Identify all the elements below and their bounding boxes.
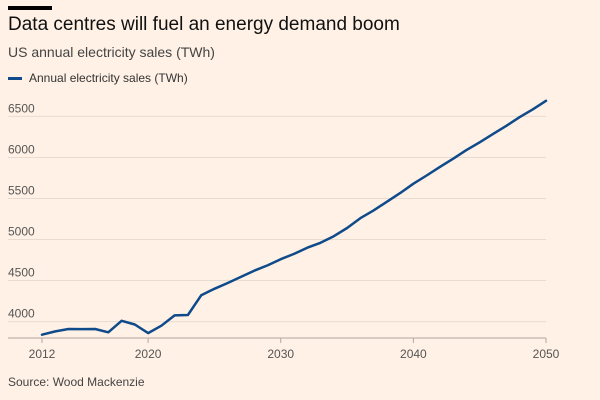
legend: Annual electricity sales (TWh) — [8, 71, 188, 85]
y-tick-label: 6000 — [8, 142, 35, 156]
y-tick-label: 5000 — [8, 225, 35, 239]
y-tick-label: 5500 — [8, 183, 35, 197]
y-tick-label: 4000 — [8, 307, 35, 321]
x-tick-label: 2040 — [400, 347, 427, 361]
series — [40, 99, 548, 336]
x-tick-label: 2030 — [267, 347, 294, 361]
x-tick-label: 2012 — [29, 347, 56, 361]
legend-label: Annual electricity sales (TWh) — [29, 71, 188, 85]
y-tick-label: 4500 — [8, 266, 35, 280]
x-tick-label: 2050 — [533, 347, 560, 361]
x-tick-label: 2020 — [135, 347, 162, 361]
legend-swatch — [8, 76, 22, 80]
series-line-0 — [40, 99, 548, 336]
brand-bar — [8, 6, 52, 10]
chart-subtitle: US annual electricity sales (TWh) — [8, 44, 215, 60]
grid — [8, 115, 546, 339]
source-note: Source: Wood Mackenzie — [8, 375, 145, 389]
x-axis: 2012 2020 2030 2040 2050 — [29, 338, 560, 361]
y-tick-label: 6500 — [8, 101, 35, 115]
y-axis: 4000 4500 5000 5500 6000 6500 — [8, 101, 35, 320]
chart-title: Data centres will fuel an energy demand … — [8, 14, 400, 35]
